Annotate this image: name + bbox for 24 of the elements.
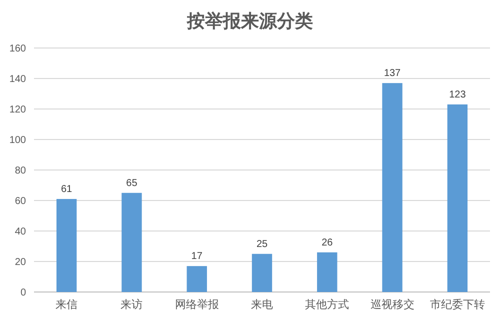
data-label: 61 xyxy=(61,184,72,195)
data-label: 17 xyxy=(191,251,202,262)
data-label: 137 xyxy=(384,68,401,80)
xtick: 其他方式 xyxy=(305,299,350,311)
ytick: 40 xyxy=(14,226,26,238)
xtick: 巡视移交 xyxy=(370,299,414,311)
xtick: 来电 xyxy=(251,299,273,311)
data-label: 65 xyxy=(126,178,138,189)
ytick: 60 xyxy=(14,196,26,207)
ytick: 0 xyxy=(20,288,26,298)
data-label: 26 xyxy=(322,237,333,248)
ytick: 100 xyxy=(9,135,26,146)
xtick: 网络举报 xyxy=(174,299,219,311)
ytick: 120 xyxy=(9,104,26,116)
ytick: 80 xyxy=(14,166,26,176)
xtick: 市纪委下转 xyxy=(430,299,485,311)
title: 按举报来源分类 xyxy=(187,11,313,31)
ytick: 140 xyxy=(9,74,26,85)
data-label: 25 xyxy=(256,238,268,250)
ytick: 20 xyxy=(14,257,26,268)
xtick: 来信 xyxy=(56,299,78,311)
data-label: 123 xyxy=(449,89,466,100)
xtick: 来访 xyxy=(120,299,143,311)
ytick: 160 xyxy=(9,44,26,54)
